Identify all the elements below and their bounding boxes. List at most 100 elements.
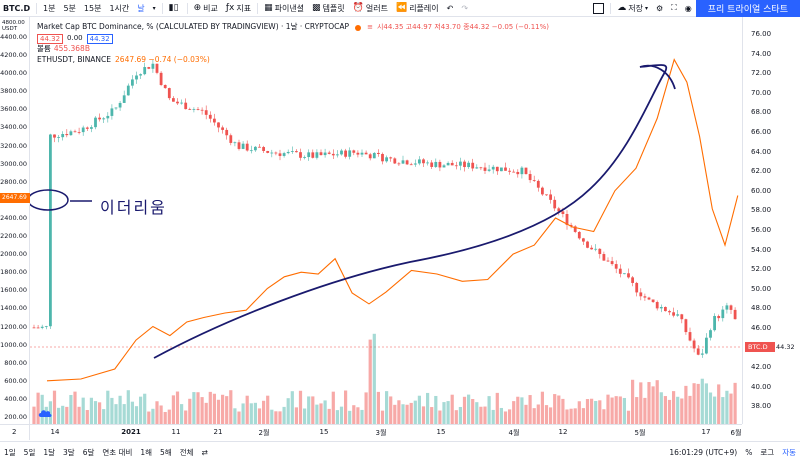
time-axis-tick: 3월	[375, 429, 387, 437]
date-range-button[interactable]: ⇄	[198, 448, 212, 457]
toolbar-right: ☁ 저장 ▾ ⚙ ⛶ ◉ 프리 트라이얼 스타트	[589, 0, 800, 17]
volume-bar	[323, 400, 327, 424]
save-button[interactable]: ☁ 저장 ▾	[613, 0, 652, 17]
volume-bar	[57, 407, 61, 424]
volume-bar	[635, 397, 639, 424]
left-price-axis[interactable]: 4800.00 USDT 4400.00 4200.00 4000.00 3800.00…	[0, 17, 30, 424]
candle-body	[163, 84, 167, 89]
range-button[interactable]: 5일	[23, 448, 36, 457]
left-axis-tick: 4000.00	[0, 69, 27, 78]
right-axis-tick: 48.00	[751, 304, 772, 313]
tradingview-cloud-icon[interactable]	[38, 408, 52, 418]
interval-15m[interactable]: 15분	[83, 3, 102, 13]
interval-day[interactable]: 날	[137, 3, 145, 13]
axis-corner[interactable]: 2	[0, 424, 30, 440]
volume-bar	[327, 408, 331, 424]
left-axis-tick: 4200.00	[0, 51, 27, 60]
volume-bar	[204, 402, 208, 424]
candle-body	[147, 67, 151, 69]
settings-button[interactable]: ⚙	[652, 0, 667, 17]
candle-body	[590, 247, 593, 250]
candle-body	[270, 152, 274, 154]
volume-bar	[73, 391, 77, 424]
layout-button[interactable]	[589, 0, 608, 17]
range-button[interactable]: 1해	[140, 448, 153, 457]
volume-bar	[672, 391, 676, 424]
candle-body	[155, 63, 159, 73]
volume-bar	[622, 397, 626, 424]
clock-display[interactable]: 16:01:29 (UTC+9)	[669, 448, 738, 457]
candle-body	[602, 254, 606, 261]
interval-5m[interactable]: 5분	[63, 3, 76, 13]
candle-body	[143, 67, 147, 75]
redo-button[interactable]: ↷	[457, 0, 472, 17]
templates-button[interactable]: ▩ 템플릿	[308, 0, 349, 17]
right-price-axis[interactable]: 76.00 74.00 72.00 70.00 68.00 66.00 64.00 62.00…	[742, 17, 800, 424]
legend-ohlc: 시44.35 고44.97 저43.70 종44.32 −0.05 (−0.11…	[376, 23, 550, 32]
symbol-search[interactable]: BTC.D	[3, 3, 31, 13]
volume-bar	[426, 392, 430, 424]
chart-legend: Market Cap BTC Dominance, % (CALCULATED …	[37, 22, 549, 66]
indicators-button[interactable]: ƒx 지표	[222, 0, 255, 17]
volume-bar	[155, 401, 159, 424]
candle-body	[126, 85, 130, 96]
chart-plot-area[interactable]	[30, 17, 742, 424]
range-button[interactable]: 연초 대비	[102, 448, 133, 457]
range-button[interactable]: 1일	[4, 448, 16, 457]
candle-body	[336, 154, 339, 156]
auto-scale-button[interactable]: 자동	[782, 448, 796, 457]
candle-body	[655, 302, 659, 309]
interval-1m[interactable]: 1분	[43, 3, 56, 13]
range-button[interactable]: 6달	[82, 448, 95, 457]
volume-bar	[508, 409, 512, 424]
candle-body	[532, 180, 536, 181]
candle-body	[508, 170, 511, 172]
snapshot-button[interactable]: ◉	[681, 0, 696, 17]
candle-body	[151, 63, 155, 69]
volume-bar	[733, 382, 737, 424]
start-free-trial-button[interactable]: 프리 트라이얼 스타트	[695, 0, 800, 17]
range-button[interactable]: 1달	[43, 448, 56, 457]
volume-bar	[331, 391, 335, 424]
interval-1h[interactable]: 1시간	[109, 3, 130, 13]
volume-bar	[294, 407, 298, 424]
rewind-icon: ⏪	[395, 3, 408, 13]
log-scale-button[interactable]: 로그	[760, 448, 775, 457]
volume-bar	[372, 333, 376, 424]
volume-bar	[32, 406, 36, 424]
range-button[interactable]: 전체	[179, 448, 194, 457]
volume-bar	[175, 391, 180, 424]
alert-button[interactable]: ⏰ 얼러트	[349, 0, 392, 17]
chart-type-button[interactable]: ▮▯	[165, 0, 185, 17]
range-button[interactable]: 5해	[160, 448, 172, 457]
chart-canvas[interactable]	[30, 17, 742, 424]
undo-button[interactable]: ↶	[443, 0, 458, 17]
btc-price-value: 44.32	[776, 343, 795, 351]
candle-body	[598, 248, 602, 255]
percent-scale-button[interactable]: %	[745, 448, 753, 457]
candle-body	[319, 152, 323, 156]
bid-price[interactable]: 44.32	[37, 33, 64, 44]
range-button[interactable]: 3달	[63, 448, 75, 457]
candle-body	[668, 311, 671, 313]
compare-button[interactable]: ⊕ 비교	[190, 0, 222, 17]
pine-editor-button[interactable]: ▦ 파이낸셜	[260, 0, 308, 17]
chevron-down-icon[interactable]: ▾	[152, 4, 156, 12]
candle-body	[139, 74, 142, 76]
right-axis-tick: 40.00	[751, 382, 772, 391]
candle-body	[356, 152, 360, 155]
candle-body	[618, 268, 622, 274]
candle-body	[131, 79, 134, 86]
ask-price[interactable]: 44.32	[86, 33, 113, 44]
replay-button[interactable]: ⏪ 리플레이	[392, 0, 443, 17]
eth-series-label[interactable]: ETHUSDT, BINANCE	[37, 55, 112, 65]
volume-bar	[98, 402, 102, 424]
legend-title[interactable]: Market Cap BTC Dominance, % (CALCULATED …	[37, 22, 350, 32]
candle-body	[65, 134, 69, 136]
right-axis-tick: 72.00	[751, 69, 772, 78]
eye-off-icon[interactable]: ≡	[367, 23, 373, 32]
time-axis[interactable]: 14 2021 11 21 2월 15 3월 15 4월 12 5월 17 6월	[30, 424, 742, 440]
volume-bar	[229, 390, 233, 424]
fullscreen-button[interactable]: ⛶	[667, 0, 681, 17]
candle-body	[397, 163, 401, 165]
